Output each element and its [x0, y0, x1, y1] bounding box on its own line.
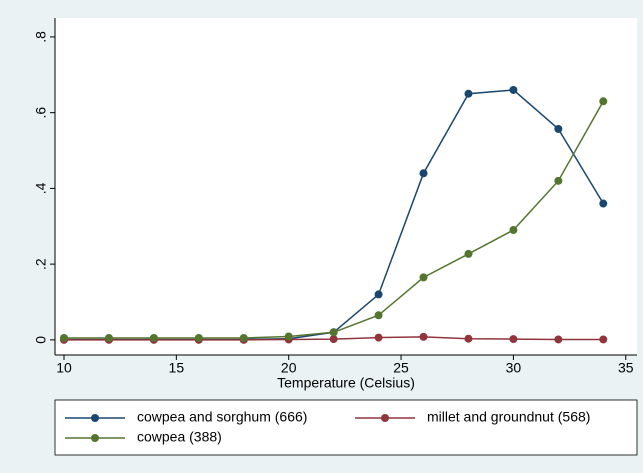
plot-area [55, 18, 637, 355]
data-point [419, 169, 428, 178]
data-point [554, 176, 563, 185]
y-tick-label: .8 [33, 31, 49, 43]
legend-label: cowpea and sorghum (666) [137, 409, 307, 425]
data-point [464, 249, 473, 258]
x-tick-label: 25 [393, 360, 409, 376]
data-point [284, 332, 293, 341]
x-tick-label: 15 [169, 360, 185, 376]
y-tick-label: .4 [33, 182, 49, 194]
data-point [329, 328, 338, 337]
data-point [554, 124, 563, 133]
data-point [509, 226, 518, 235]
data-point [464, 334, 473, 343]
y-tick-label: .2 [33, 258, 49, 270]
data-point [419, 273, 428, 282]
y-tick-label: .6 [33, 107, 49, 119]
data-point [329, 335, 338, 344]
data-point [374, 290, 383, 299]
x-tick-label: 10 [56, 360, 72, 376]
x-axis-title: Temperature (Celsius) [277, 375, 415, 391]
legend-label: cowpea (388) [137, 429, 222, 445]
data-point [374, 311, 383, 320]
data-point [599, 199, 608, 208]
data-point [149, 333, 158, 342]
legend-marker [91, 434, 99, 442]
legend [54, 399, 638, 456]
data-point [464, 89, 473, 98]
data-point [599, 97, 608, 106]
data-point [374, 333, 383, 342]
data-point [599, 335, 608, 344]
data-point [554, 335, 563, 344]
x-tick-label: 30 [506, 360, 522, 376]
legend-marker [381, 414, 389, 422]
data-point [194, 333, 203, 342]
data-point [59, 333, 68, 342]
data-point [239, 333, 248, 342]
x-tick-label: 35 [618, 360, 634, 376]
data-point [104, 333, 113, 342]
x-tick-label: 20 [281, 360, 297, 376]
data-point [419, 332, 428, 341]
data-point [509, 85, 518, 94]
y-tick-label: 0 [33, 336, 49, 344]
data-point [509, 335, 518, 344]
legend-marker [91, 414, 99, 422]
legend-label: millet and groundnut (568) [427, 409, 590, 425]
